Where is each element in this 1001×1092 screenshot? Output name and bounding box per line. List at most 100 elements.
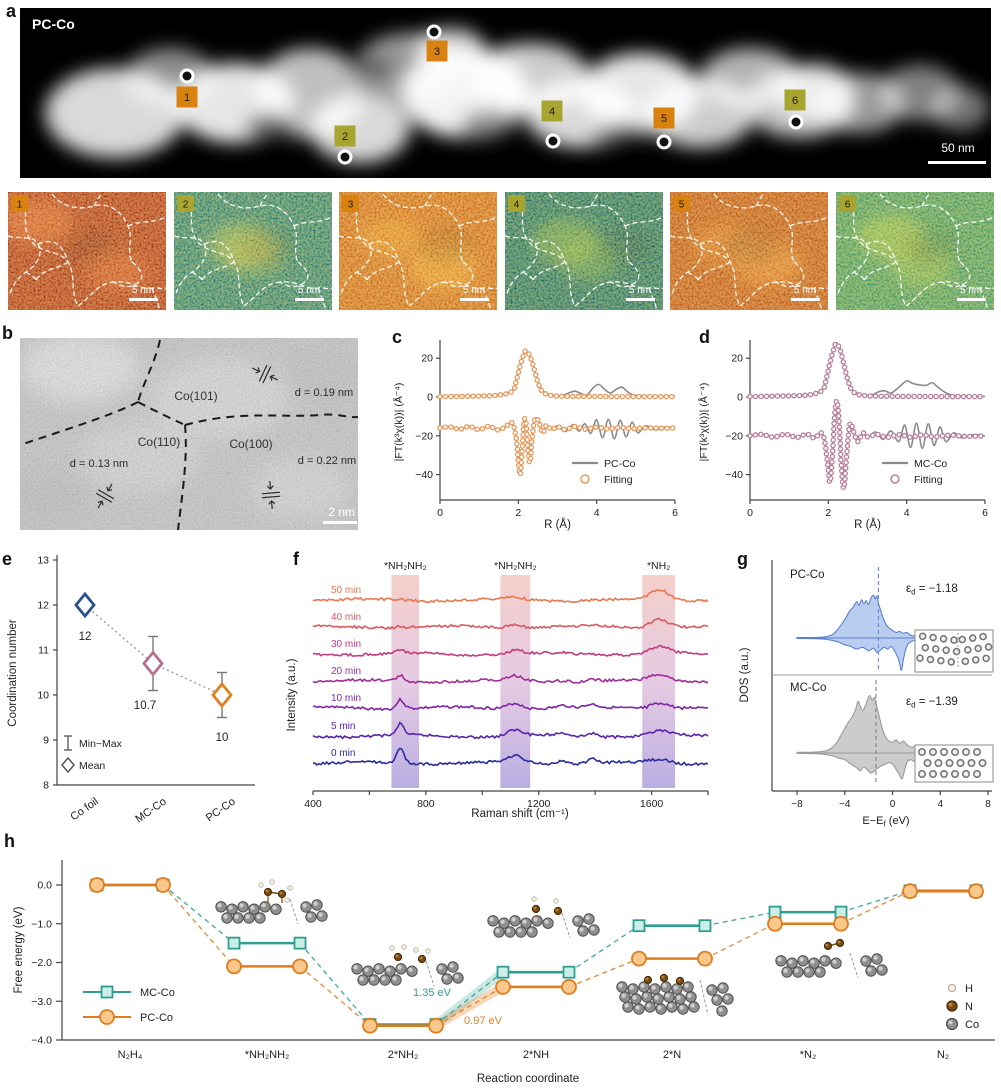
svg-text:d = 0.19 nm: d = 0.19 nm: [295, 387, 353, 399]
svg-text:Intensity (a.u.): Intensity (a.u.): [286, 658, 298, 731]
axes: 0 2 4 6 20 0 −20 −40: [725, 340, 988, 519]
panel-label-b: b: [2, 323, 13, 343]
marker-1: 1: [176, 68, 198, 108]
svg-text:MC-Co: MC-Co: [914, 458, 947, 470]
svg-text:PC-Co: PC-Co: [604, 458, 636, 470]
inset-grain-boundary: [914, 629, 994, 673]
svg-text:2 nm: 2 nm: [328, 505, 355, 519]
marker-4: 4: [541, 100, 563, 149]
axes: 400 800 1200 1600: [304, 790, 709, 810]
svg-text:2: 2: [342, 131, 348, 143]
panel-label-e: e: [2, 549, 13, 569]
svg-text:N: N: [965, 1001, 973, 1013]
svg-text:1: 1: [17, 200, 23, 211]
panel-label-f: f: [293, 549, 299, 569]
svg-text:5 nm: 5 nm: [794, 285, 816, 296]
panel-label-h: h: [4, 831, 15, 851]
series-MC-Co: [90, 878, 983, 1031]
svg-text:0: 0: [747, 507, 753, 519]
grain-boundaries: [338, 191, 498, 311]
svg-text:13: 13: [37, 555, 49, 567]
svg-text:12: 12: [37, 600, 49, 612]
grain-boundaries: [835, 191, 995, 311]
raman-chart: *NH₂NH₂ *NH₂NH₂ *NH₂ 50 min 40 min 30 min 20 m…: [285, 545, 715, 830]
inset-2n: [616, 973, 734, 1017]
svg-text:Coordination number: Coordination number: [7, 619, 19, 727]
svg-text:0: 0: [737, 392, 743, 404]
svg-text:8: 8: [43, 780, 49, 792]
nanoparticle-blobs: [45, 28, 990, 163]
svg-text:Min~Max: Min~Max: [79, 738, 123, 750]
spectrum-30-min: 30 min: [312, 639, 709, 658]
svg-text:−1.0: −1.0: [31, 918, 52, 930]
panel-label-g: g: [737, 549, 748, 569]
svg-text:εd = −1.18: εd = −1.18: [906, 583, 958, 597]
svg-text:5 nm: 5 nm: [629, 285, 651, 296]
svg-text:5 nm: 5 nm: [463, 285, 485, 296]
svg-text:εd = −1.39: εd = −1.39: [906, 696, 958, 710]
inset-2nh2: [351, 944, 464, 987]
svg-text:30 min: 30 min: [331, 639, 361, 650]
svg-text:MC-Co: MC-Co: [790, 682, 826, 694]
svg-text:3: 3: [434, 46, 440, 58]
svg-text:Co: Co: [965, 1019, 979, 1031]
legend: MC-Co Fitting: [882, 458, 947, 486]
svg-text:−40: −40: [415, 469, 433, 481]
marker-6: 6: [784, 89, 806, 130]
svg-text:40 min: 40 min: [331, 612, 361, 623]
crystal-tile-6: 6 5 nm: [835, 191, 995, 311]
svg-text:*N₂: *N₂: [800, 1049, 817, 1061]
svg-text:Raman shift (cm⁻¹): Raman shift (cm⁻¹): [471, 808, 569, 820]
crystal-tile-1: 1 5 nm: [4, 191, 167, 311]
axes: 0 2 4 6 20 0 −20 −40: [415, 340, 678, 519]
svg-text:E−Ef (eV): E−Ef (eV): [862, 815, 909, 829]
svg-text:4: 4: [904, 507, 910, 519]
svg-text:5 nm: 5 nm: [298, 285, 320, 296]
axes: 0.0 −1.0 −2.0 −3.0 −4.0: [31, 860, 995, 1047]
svg-text:5 min: 5 min: [331, 721, 355, 732]
hrtem-image: Co(101) Co(110) Co(100) d = 0.19 nm d = 0.13…: [10, 333, 360, 531]
svg-text:0: 0: [890, 799, 896, 810]
svg-text:4: 4: [594, 507, 600, 519]
stem-image: 1 2 3 4 5 6: [20, 8, 991, 178]
svg-text:1600: 1600: [640, 798, 664, 810]
svg-text:PC-Co: PC-Co: [790, 569, 825, 581]
svg-text:−2.0: −2.0: [31, 957, 52, 969]
svg-text:Fitting: Fitting: [604, 474, 633, 486]
svg-text:Fitting: Fitting: [914, 474, 943, 486]
svg-text:50 min: 50 min: [331, 585, 361, 596]
legend: Min~Max Mean: [61, 735, 123, 774]
lattice-fringe-mark: [261, 481, 281, 509]
series-legend: MC-Co PC-Co: [83, 985, 175, 1025]
marker-2: 2: [334, 125, 356, 165]
svg-text:N₂: N₂: [937, 1049, 949, 1061]
atom-legend: HN Co: [945, 983, 979, 1031]
barrier-glow-mc: [433, 968, 506, 1029]
barrier-label-mc: 1.35 eV: [413, 987, 452, 999]
mean-diamonds: [74, 591, 233, 709]
svg-text:0: 0: [427, 392, 433, 404]
svg-text:2*NH: 2*NH: [523, 1049, 549, 1061]
svg-text:−4: −4: [839, 799, 851, 810]
svg-text:800: 800: [417, 798, 435, 810]
fit-circles: [747, 341, 984, 490]
spectrum-0-min: 0 min: [312, 747, 709, 767]
svg-text:Reaction coordinate: Reaction coordinate: [477, 1073, 579, 1085]
scale-bar-label-a: 50 nm: [941, 141, 975, 155]
svg-text:*NH₂: *NH₂: [647, 560, 670, 572]
svg-text:−8: −8: [791, 799, 803, 810]
lattice-fringe-mark: [95, 483, 115, 509]
svg-text:Co foil: Co foil: [68, 796, 100, 824]
spectrum-40-min: 40 min: [312, 612, 709, 631]
svg-text:*NH₂NH₂: *NH₂NH₂: [494, 560, 537, 572]
svg-text:5: 5: [679, 200, 685, 211]
molecular-insets: [215, 879, 888, 1017]
svg-text:R (Å): R (Å): [544, 518, 571, 531]
panel-label-a: a: [6, 1, 17, 21]
exafs-chart-mc: 0 2 4 6 20 0 −20 −40 R (Å) |FT(k³χ(k))| (Å⁻⁴) MC-C…: [695, 332, 1001, 537]
svg-text:−20: −20: [415, 430, 433, 442]
svg-text:|FT(k³χ(k))| (Å⁻⁴): |FT(k³χ(k))| (Å⁻⁴): [697, 383, 710, 462]
spectrum-50-min: 50 min: [312, 585, 709, 604]
panel-label-d: d: [699, 327, 710, 347]
grain-boundaries: [669, 191, 829, 311]
